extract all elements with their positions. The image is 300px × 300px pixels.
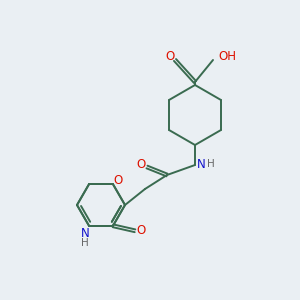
Text: O: O [136, 158, 146, 172]
Text: H: H [81, 238, 89, 248]
Text: O: O [136, 224, 146, 237]
Text: H: H [207, 159, 215, 169]
Text: N: N [81, 227, 89, 240]
Text: OH: OH [218, 50, 236, 64]
Text: N: N [196, 158, 206, 172]
Text: O: O [113, 174, 123, 187]
Text: O: O [165, 50, 175, 64]
